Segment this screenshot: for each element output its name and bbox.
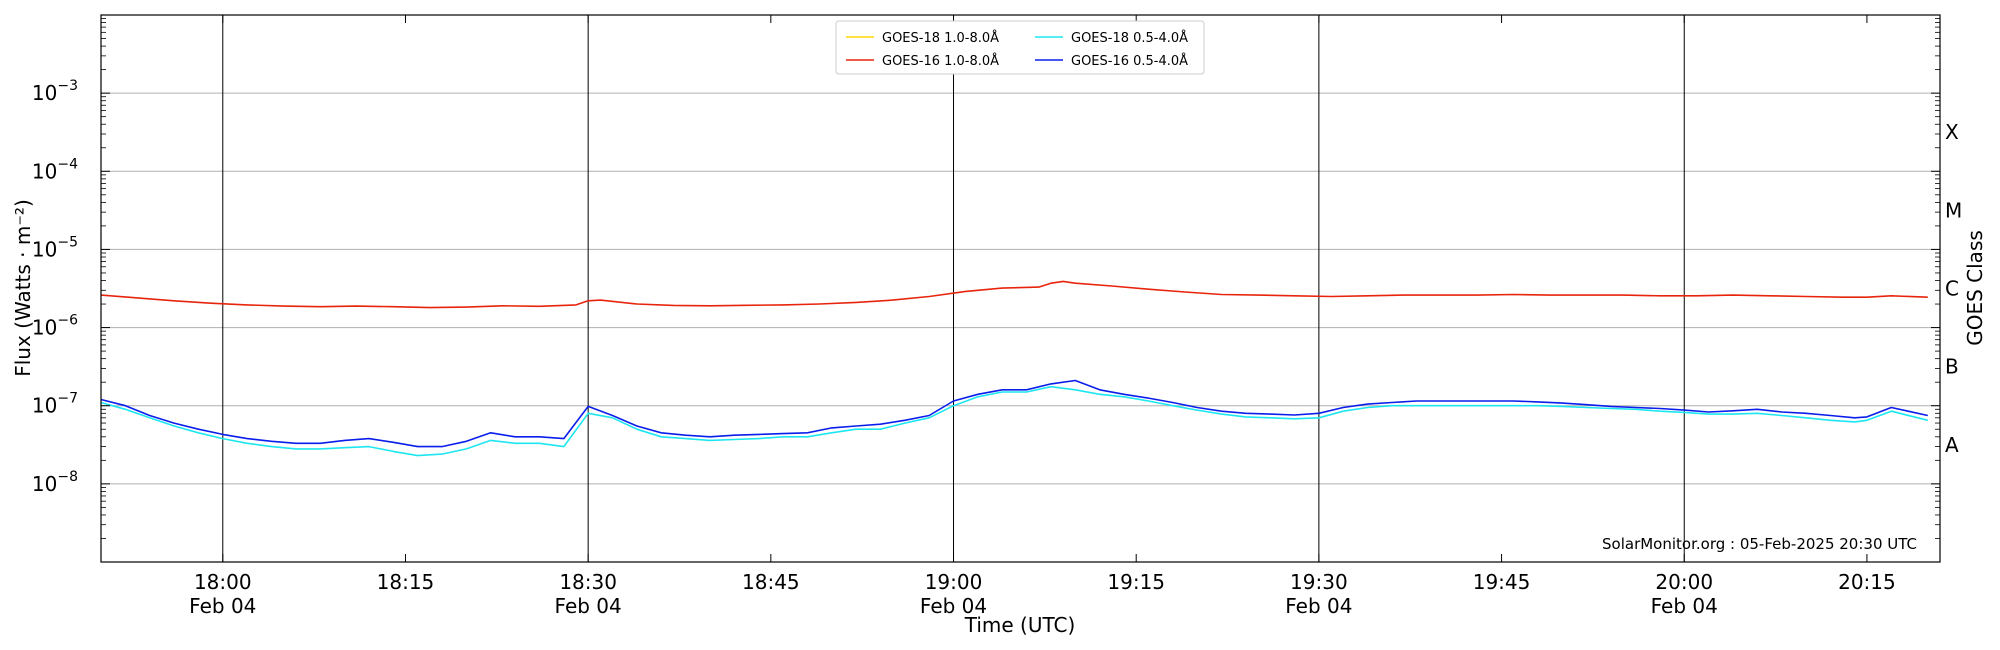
y-tick-label: 10−3	[32, 78, 78, 105]
x-tick-date-label: Feb 04	[920, 594, 987, 618]
goes-class-label: B	[1945, 355, 1959, 379]
x-tick-label: 20:15	[1838, 570, 1896, 594]
x-tick-label: 18:15	[377, 570, 435, 594]
series-layer	[100, 280, 1928, 457]
goes-class-label: A	[1945, 433, 1959, 457]
grid-layer	[101, 92, 1940, 485]
y-tick-label: 10−4	[32, 156, 78, 183]
y-tick-label: 10−6	[32, 313, 78, 340]
x-tick-label: 19:30	[1290, 570, 1348, 594]
legend-box	[835, 20, 1205, 75]
y-tick-label: 10−7	[32, 391, 78, 418]
y-tick-label: 10−8	[32, 469, 78, 496]
x-tick-date-label: Feb 04	[555, 594, 622, 618]
source-annotation: SolarMonitor.org : 05-Feb-2025 20:30 UTC	[1602, 535, 1917, 553]
series-line	[100, 379, 1928, 448]
legend-label: GOES-16 0.5-4.0Å	[1071, 53, 1188, 69]
x-tick-label: 20:00	[1655, 570, 1713, 594]
x-tick-date-label: Feb 04	[1285, 594, 1352, 618]
series-line	[100, 280, 1928, 309]
y-axis-title: Flux (Watts · m⁻²)	[11, 199, 35, 377]
x-tick-date-label: Feb 04	[189, 594, 256, 618]
x-tick-label: 19:15	[1107, 570, 1165, 594]
x-tick-label: 18:30	[559, 570, 617, 594]
x-tick-label: 18:45	[742, 570, 800, 594]
goes-class-label: X	[1945, 120, 1959, 144]
legend: GOES-18 1.0-8.0Å GOES-16 1.0-8.0Å GOES-18 …	[835, 20, 1205, 75]
x-tick-label: 19:45	[1473, 570, 1531, 594]
series-line	[100, 385, 1928, 457]
y-tick-label: 10−5	[32, 234, 78, 261]
major-time-lines	[222, 15, 1685, 562]
legend-label: GOES-16 1.0-8.0Å	[882, 53, 999, 69]
legend-label: GOES-18 1.0-8.0Å	[882, 30, 999, 46]
goes-class-label: C	[1945, 277, 1959, 301]
x-tick-label: 18:00	[194, 570, 252, 594]
x-axis-title: Time (UTC)	[964, 613, 1076, 637]
goes-class-labels: A B C M X	[1945, 120, 1962, 457]
legend-label: GOES-18 0.5-4.0Å	[1071, 30, 1188, 46]
x-tick-date-label: Feb 04	[1651, 594, 1718, 618]
y2-axis-title: GOES Class	[1963, 230, 1987, 346]
y-axis-ticks: 10−8 10−7 10−6 10−5 10−4 10−3	[32, 18, 1940, 539]
plot-frame	[100, 14, 1941, 563]
goes-class-label: M	[1945, 198, 1962, 222]
x-tick-label: 19:00	[925, 570, 983, 594]
